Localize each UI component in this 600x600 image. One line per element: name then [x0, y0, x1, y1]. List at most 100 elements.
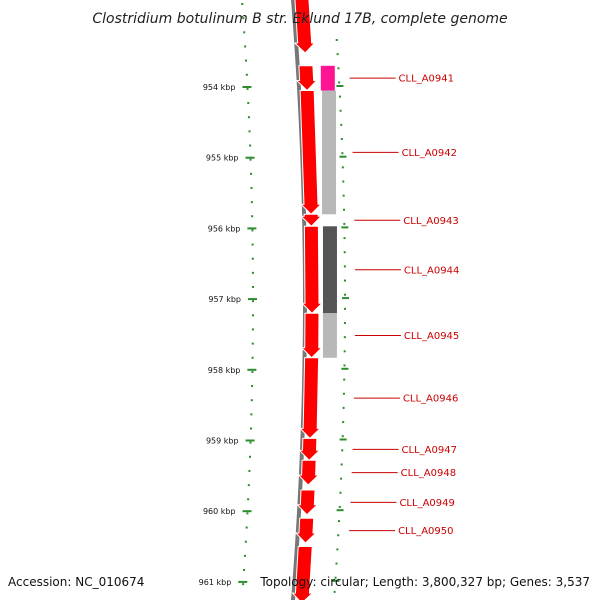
gene-label[interactable]: CLL_A0945: [404, 331, 459, 342]
secondary-axis-dot: [343, 307, 346, 310]
secondary-axis-dot: [343, 322, 346, 324]
feature-track: [320, 65, 337, 358]
secondary-axis-dot: [338, 505, 341, 508]
ruler-dot: [246, 512, 249, 515]
secondary-axis-dot: [343, 378, 346, 381]
secondary-axis-dot: [336, 53, 339, 56]
gene-feature-box: [322, 226, 337, 314]
gene-arrow[interactable]: [297, 459, 320, 486]
ruler-tick-label: 957 kbp: [208, 295, 241, 304]
ruler-dot: [248, 130, 251, 133]
ruler-tick-label: 955 kbp: [206, 154, 239, 163]
secondary-axis-dot: [334, 576, 337, 579]
gene-feature-box: [322, 313, 337, 358]
ruler-dot: [244, 540, 247, 543]
secondary-axis-dot: [340, 138, 343, 141]
gene-arrow[interactable]: [299, 90, 323, 215]
gene-arrow[interactable]: [298, 357, 322, 440]
secondary-axis-dot: [338, 81, 341, 84]
ruler-dot: [247, 102, 250, 105]
ruler-dot: [249, 144, 252, 147]
ruler-dot: [247, 498, 250, 501]
gene-arrow[interactable]: [300, 312, 323, 359]
ruler-dot: [251, 328, 254, 331]
secondary-axis-dot: [342, 180, 345, 183]
ruler-tick-label: 959 kbp: [206, 437, 239, 446]
gene-arrow[interactable]: [298, 437, 321, 462]
gene-arrow[interactable]: [296, 489, 319, 516]
secondary-axis-dot: [341, 152, 344, 155]
ruler-dot: [243, 569, 246, 571]
ruler-dot: [251, 257, 254, 260]
ruler-major-tick: [242, 86, 252, 88]
secondary-axis-dot: [343, 222, 346, 225]
gene-label[interactable]: CLL_A0944: [404, 265, 459, 276]
ruler-dot: [248, 469, 251, 472]
ruler-dot: [251, 215, 254, 218]
genome-title: Clostridium botulinum B str. Eklund 17B,…: [92, 11, 507, 27]
gene-label[interactable]: CLL_A0946: [403, 394, 458, 405]
ruler-dot: [244, 45, 247, 48]
ruler-dot: [243, 554, 246, 557]
ruler-dot: [247, 484, 250, 487]
gene-arrow[interactable]: [291, 546, 314, 600]
gene-label[interactable]: CLL_A0941: [399, 74, 454, 85]
secondary-axis-dot: [340, 123, 343, 126]
ruler-dot: [248, 455, 251, 458]
gene-label[interactable]: CLL_A0943: [403, 216, 458, 227]
ruler-dot: [246, 87, 249, 90]
secondary-axis-dot: [341, 166, 344, 169]
secondary-axis-tick: [339, 155, 347, 158]
ruler-dot: [251, 370, 254, 373]
accession-text: Accession: NC_010674: [8, 575, 144, 589]
secondary-axis-dot: [343, 350, 346, 353]
secondary-axis-dot: [341, 435, 344, 438]
ruler-dot: [249, 441, 252, 444]
secondary-axis-dot: [342, 392, 345, 395]
ruler-dot: [245, 526, 248, 529]
gene-label[interactable]: CLL_A0948: [401, 468, 456, 479]
secondary-axis-dot: [337, 534, 340, 537]
secondary-axis-tick: [336, 85, 344, 87]
ruler-major-tick: [238, 580, 248, 583]
gene-label[interactable]: CLL_A0947: [402, 445, 457, 456]
gene-track: [291, 0, 324, 600]
secondary-axis-tick: [341, 297, 349, 300]
gene-arrow[interactable]: [300, 225, 324, 314]
secondary-axis-dot: [337, 67, 340, 70]
secondary-axis-dot: [340, 477, 343, 480]
ruler-major-tick: [247, 227, 257, 230]
ruler-dot: [251, 385, 254, 388]
secondary-axis-dot: [338, 520, 341, 523]
ruler-dot: [251, 271, 254, 274]
gene-arrow[interactable]: [294, 517, 318, 544]
ruler-dot: [251, 229, 254, 232]
ruler-major-tick: [245, 439, 255, 442]
ruler-dot: [250, 186, 253, 189]
ruler-dot: [251, 342, 254, 345]
ruler-dot: [251, 243, 254, 246]
ruler-dot: [251, 300, 254, 303]
ruler-dot: [250, 399, 253, 402]
ruler-dot: [250, 201, 253, 204]
ruler-dot: [251, 314, 254, 317]
secondary-axis-dot: [343, 208, 346, 211]
gene-label[interactable]: CLL_A0949: [399, 498, 454, 509]
secondary-axis-dot: [343, 279, 346, 282]
secondary-axis-dot: [340, 463, 343, 466]
gene-label[interactable]: CLL_A0950: [398, 526, 453, 537]
ruler-major-tick: [247, 368, 257, 371]
ruler-major-tick: [245, 156, 255, 159]
ruler-dot: [241, 3, 244, 5]
secondary-axis-dot: [335, 562, 338, 565]
gene-arrow[interactable]: [299, 213, 323, 227]
secondary-axis-dot: [343, 265, 346, 268]
secondary-axis-dot: [333, 590, 336, 593]
secondary-axis-dot: [341, 449, 344, 452]
gene-arrow[interactable]: [293, 0, 316, 54]
topology-text: Topology: circular; Length: 3,800,327 bp…: [259, 575, 590, 589]
gene-arrow[interactable]: [295, 65, 318, 92]
ruler-tick-label: 961 kbp: [199, 578, 232, 587]
gene-label[interactable]: CLL_A0942: [402, 148, 457, 159]
